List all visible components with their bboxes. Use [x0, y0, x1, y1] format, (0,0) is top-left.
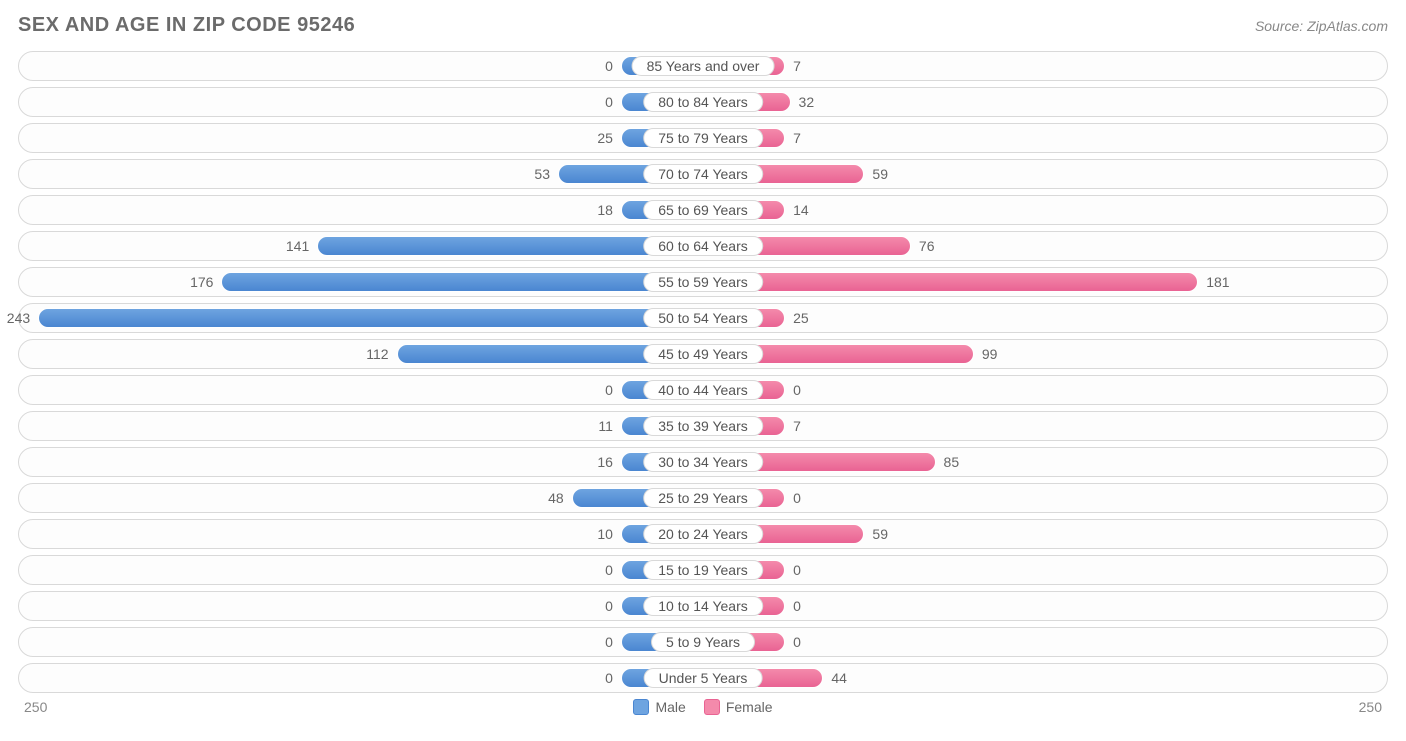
chart-source: Source: ZipAtlas.com	[1255, 18, 1388, 34]
pyramid-row: 0 0 10 to 14 Years	[18, 591, 1388, 621]
pyramid-row: 25 7 75 to 79 Years	[18, 123, 1388, 153]
pyramid-row: 18 14 65 to 69 Years	[18, 195, 1388, 225]
legend-male-label: Male	[655, 699, 685, 715]
pyramid-row: 0 0 40 to 44 Years	[18, 375, 1388, 405]
male-value: 10	[597, 526, 613, 542]
pyramid-row: 16 85 30 to 34 Years	[18, 447, 1388, 477]
female-value: 76	[919, 238, 935, 254]
chart-footer: 250 Male Female 250	[18, 699, 1388, 715]
female-value: 59	[872, 526, 888, 542]
age-category-label: Under 5 Years	[644, 668, 763, 688]
male-value: 112	[366, 346, 388, 362]
female-value: 32	[799, 94, 815, 110]
male-value: 18	[597, 202, 613, 218]
female-value: 0	[793, 634, 801, 650]
pyramid-row: 112 99 45 to 49 Years	[18, 339, 1388, 369]
age-category-label: 25 to 29 Years	[643, 488, 763, 508]
legend-female-label: Female	[726, 699, 773, 715]
axis-right-max: 250	[1359, 699, 1382, 715]
legend: Male Female	[633, 699, 772, 715]
female-value: 0	[793, 598, 801, 614]
male-value: 0	[605, 94, 613, 110]
age-category-label: 80 to 84 Years	[643, 92, 763, 112]
axis-left-max: 250	[24, 699, 47, 715]
male-value: 0	[605, 382, 613, 398]
age-category-label: 5 to 9 Years	[651, 632, 755, 652]
age-category-label: 55 to 59 Years	[643, 272, 763, 292]
legend-male: Male	[633, 699, 685, 715]
pyramid-row: 176 181 55 to 59 Years	[18, 267, 1388, 297]
female-value: 0	[793, 562, 801, 578]
male-bar	[221, 272, 703, 292]
age-category-label: 30 to 34 Years	[643, 452, 763, 472]
pyramid-row: 0 0 5 to 9 Years	[18, 627, 1388, 657]
female-value: 99	[982, 346, 998, 362]
female-value: 181	[1206, 274, 1229, 290]
female-value: 7	[793, 130, 801, 146]
male-value: 0	[605, 670, 613, 686]
male-value: 176	[190, 274, 213, 290]
age-category-label: 65 to 69 Years	[643, 200, 763, 220]
female-value: 59	[872, 166, 888, 182]
male-value: 16	[597, 454, 613, 470]
male-value: 243	[7, 310, 30, 326]
pyramid-row: 2432550 to 54 Years	[18, 303, 1388, 333]
chart-body: 0 7 85 Years and over 0 32 80 to 84 Years 25 7 7…	[18, 51, 1388, 693]
male-value: 11	[598, 418, 613, 434]
female-value: 14	[793, 202, 809, 218]
female-value: 0	[793, 382, 801, 398]
age-category-label: 75 to 79 Years	[643, 128, 763, 148]
legend-female: Female	[704, 699, 773, 715]
pyramid-row: 10 59 20 to 24 Years	[18, 519, 1388, 549]
male-value: 48	[548, 490, 564, 506]
male-value: 0	[605, 562, 613, 578]
pyramid-row: 48 0 25 to 29 Years	[18, 483, 1388, 513]
legend-female-swatch	[704, 699, 720, 715]
pyramid-row: 141 76 60 to 64 Years	[18, 231, 1388, 261]
age-category-label: 70 to 74 Years	[643, 164, 763, 184]
male-value: 0	[605, 58, 613, 74]
pyramid-row: 0 32 80 to 84 Years	[18, 87, 1388, 117]
female-value: 44	[831, 670, 847, 686]
chart-title: SEX AND AGE IN ZIP CODE 95246	[18, 14, 355, 37]
age-category-label: 10 to 14 Years	[643, 596, 763, 616]
male-value: 141	[286, 238, 309, 254]
age-category-label: 60 to 64 Years	[643, 236, 763, 256]
age-category-label: 35 to 39 Years	[643, 416, 763, 436]
female-value: 7	[793, 418, 801, 434]
age-category-label: 40 to 44 Years	[643, 380, 763, 400]
pyramid-row: 0 44 Under 5 Years	[18, 663, 1388, 693]
age-category-label: 15 to 19 Years	[643, 560, 763, 580]
age-category-label: 45 to 49 Years	[643, 344, 763, 364]
female-value: 7	[793, 58, 801, 74]
age-category-label: 50 to 54 Years	[643, 308, 763, 328]
age-category-label: 85 Years and over	[632, 56, 775, 76]
male-value: 25	[597, 130, 613, 146]
female-bar	[703, 272, 1198, 292]
female-value: 0	[793, 490, 801, 506]
pyramid-row: 11 7 35 to 39 Years	[18, 411, 1388, 441]
age-category-label: 20 to 24 Years	[643, 524, 763, 544]
chart-header: SEX AND AGE IN ZIP CODE 95246 Source: Zi…	[18, 14, 1388, 37]
pyramid-row: 0 0 15 to 19 Years	[18, 555, 1388, 585]
legend-male-swatch	[633, 699, 649, 715]
pyramid-row: 0 7 85 Years and over	[18, 51, 1388, 81]
female-value: 25	[793, 310, 809, 326]
male-value: 0	[605, 634, 613, 650]
pyramid-row: 53 59 70 to 74 Years	[18, 159, 1388, 189]
male-value: 53	[534, 166, 550, 182]
female-value: 85	[944, 454, 960, 470]
male-value: 0	[605, 598, 613, 614]
male-bar	[38, 308, 703, 328]
